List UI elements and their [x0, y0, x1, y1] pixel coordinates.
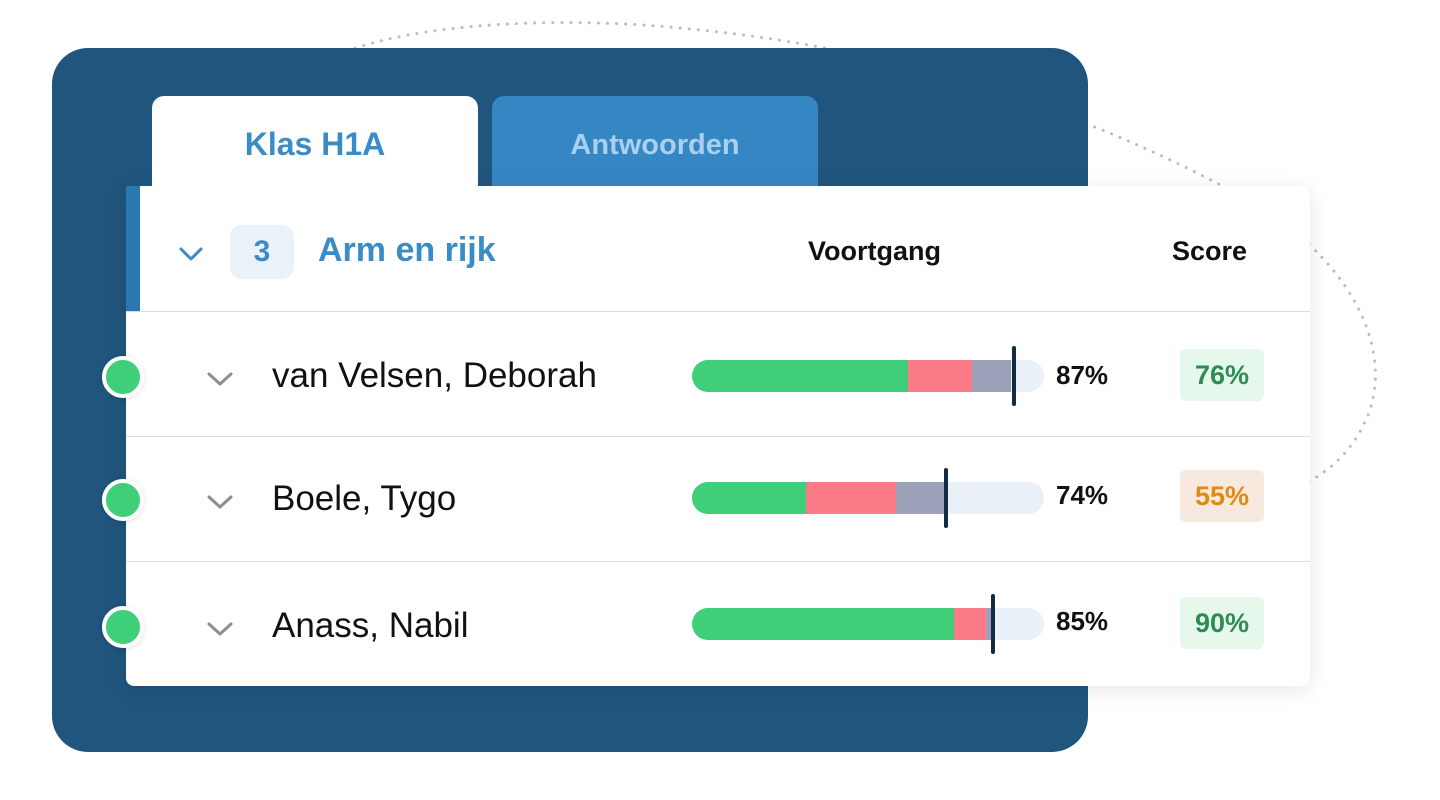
chevron-down-icon[interactable] — [178, 244, 204, 264]
student-row[interactable]: Anass, Nabil 85% 90% — [102, 562, 1310, 687]
student-name: van Velsen, Deborah — [272, 356, 597, 395]
column-header-score: Score — [1172, 236, 1248, 266]
score-badge: 55% — [1180, 470, 1264, 522]
chevron-down-icon[interactable] — [206, 493, 234, 511]
results-card: 3 Arm en rijk Voortgang Score van Velsen… — [102, 186, 1310, 687]
progress-segment-other — [985, 608, 993, 640]
progress-bar — [692, 360, 1044, 392]
tab-klas-label: Klas H1A — [244, 126, 386, 162]
status-dot-icon — [102, 606, 144, 648]
chapter-header: 3 Arm en rijk Voortgang Score — [126, 186, 1310, 312]
chapter-number-badge: 3 — [230, 225, 294, 279]
student-name: Anass, Nabil — [272, 606, 469, 645]
progress-segment-other — [971, 360, 1011, 392]
progress-percentage: 87% — [1056, 360, 1109, 390]
student-row[interactable]: van Velsen, Deborah 87% 76% — [102, 312, 1310, 437]
score-badge: 90% — [1180, 597, 1264, 649]
progress-segment-correct — [692, 360, 908, 392]
progress-bar — [692, 608, 1044, 640]
chapter-title[interactable]: Arm en rijk — [318, 231, 496, 269]
chevron-down-icon[interactable] — [206, 620, 234, 638]
progress-percentage: 85% — [1056, 606, 1109, 636]
status-dot-icon — [102, 356, 144, 398]
progress-marker — [944, 468, 949, 528]
tab-klas[interactable]: Klas H1A — [152, 96, 478, 190]
chevron-down-icon[interactable] — [206, 370, 234, 388]
progress-segment-correct — [692, 608, 954, 640]
student-row[interactable]: Boele, Tygo 74% 55% — [102, 437, 1310, 562]
column-header-progress: Voortgang — [808, 236, 941, 266]
progress-marker — [1012, 346, 1017, 406]
status-dot-icon — [102, 479, 144, 521]
score-badge: 76% — [1180, 349, 1264, 401]
progress-segment-incorrect — [953, 608, 986, 640]
progress-segment-incorrect — [907, 360, 972, 392]
row-divider — [126, 560, 1310, 562]
progress-segment-incorrect — [806, 482, 897, 514]
card-accent-bar — [126, 186, 140, 312]
student-name: Boele, Tygo — [272, 479, 457, 518]
tab-antwoorden-label: Antwoorden — [570, 129, 740, 161]
progress-segment-correct — [692, 482, 807, 514]
progress-marker — [990, 594, 995, 654]
tab-antwoorden[interactable]: Antwoorden — [492, 96, 818, 190]
progress-percentage: 74% — [1056, 480, 1109, 510]
progress-segment-other — [896, 482, 947, 514]
progress-bar — [692, 482, 1044, 514]
